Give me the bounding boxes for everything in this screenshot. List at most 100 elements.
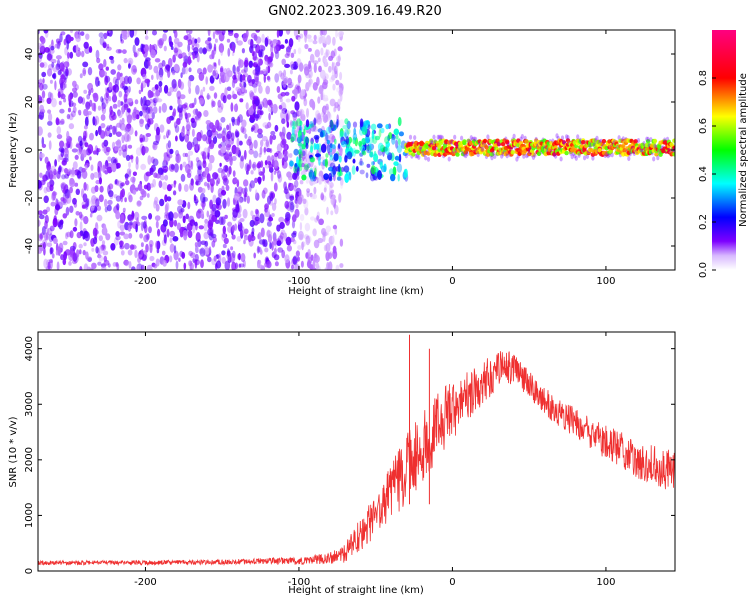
spectrogram-cell <box>233 103 239 113</box>
colorbar: 0.0 0.2 0.4 0.6 0.8 Normalized spectral ampl… <box>698 30 749 278</box>
spectrogram-cell <box>309 145 314 154</box>
spectrogram-cell <box>112 103 118 109</box>
spectrogram-cell <box>186 120 191 131</box>
spectrogram-cell <box>352 121 358 128</box>
spectrogram-cell <box>203 223 208 232</box>
spectrogram-cell <box>273 170 277 175</box>
spectrogram-cell <box>201 187 206 194</box>
spectrogram-cell <box>255 30 261 33</box>
spectrogram-cell <box>290 52 295 58</box>
spectrogram-cell <box>94 115 100 126</box>
spectrogram-cell <box>334 138 337 145</box>
spectrogram-cell <box>188 67 192 73</box>
spectrogram-cell <box>240 125 245 133</box>
spectrogram-cell <box>242 32 248 43</box>
spectrogram-cell <box>163 84 169 94</box>
spectrogram-cell <box>50 165 56 172</box>
spectrogram-cell <box>200 240 207 246</box>
spectrogram-cell <box>293 185 297 192</box>
spectrogram-cell <box>97 254 102 259</box>
spectrogram-cell <box>462 139 467 144</box>
spectrogram-cell <box>46 97 52 105</box>
spectrogram-cell <box>397 173 400 182</box>
spectrogram-cell <box>194 221 198 227</box>
spectrogram-cell <box>304 43 309 50</box>
spectrogram-cell <box>310 216 315 221</box>
spectrogram-cell <box>203 181 208 187</box>
spectrogram-cell <box>91 262 97 269</box>
spectrogram-cell <box>206 93 210 100</box>
spectrogram-cell <box>531 152 536 157</box>
spectrogram-cell <box>205 76 208 85</box>
spectrogram-cell <box>195 143 199 151</box>
spectrogram-cell <box>65 194 72 204</box>
spectrogram-cell <box>270 171 274 182</box>
spectrogram-cell <box>291 95 296 102</box>
spectrogram-cell <box>42 78 45 84</box>
spectrogram-cell <box>299 33 304 39</box>
spectrogram-cell <box>62 240 68 246</box>
snr-frame <box>37 331 676 572</box>
spectrogram-cell <box>211 50 215 59</box>
spectrogram-cell <box>297 196 303 205</box>
spectrogram-cell <box>230 246 234 251</box>
spectrogram-cell <box>289 203 295 213</box>
spectrogram-cell <box>38 219 41 227</box>
spectrogram-cell <box>79 73 83 79</box>
spectrogram-cell <box>291 232 297 238</box>
spectrogram-cell <box>68 188 72 199</box>
spectrogram-cell <box>145 243 149 253</box>
spectrogram-cell <box>194 116 198 124</box>
spectrogram-cell <box>194 115 201 120</box>
spectrogram-cell <box>195 245 199 254</box>
spectrogram-cell <box>294 180 299 188</box>
spectrogram-cell <box>63 38 67 46</box>
spectrogram-cell <box>72 91 78 98</box>
spectrogram-cell <box>384 145 390 155</box>
spectrogram-cell <box>98 32 104 38</box>
spectrogram-cell <box>125 88 130 95</box>
spectrogram-cell <box>266 221 272 227</box>
spectrogram-cell <box>251 164 256 169</box>
spectrogram-cell <box>145 123 150 130</box>
spectrogram-cell <box>72 226 78 232</box>
spectrogram-cell <box>83 108 89 117</box>
spectrogram-cell <box>221 30 226 36</box>
spectrogram-cell <box>108 190 114 198</box>
spectrogram-cell <box>206 129 213 138</box>
spectrogram-cell <box>561 140 567 145</box>
spectrogram-cell <box>179 163 183 171</box>
spectrogram-cell <box>318 65 322 73</box>
spectrogram-cell <box>627 156 631 162</box>
spectrogram-cell <box>113 237 119 246</box>
spectrogram-cell <box>115 210 121 220</box>
spectrogram-cell <box>274 73 280 83</box>
spectrogram-cell <box>296 166 300 177</box>
spectrogram-cell <box>63 97 67 103</box>
spectrogram-cell <box>226 248 230 257</box>
spectrogram-cell <box>289 119 293 128</box>
spectrogram-cell <box>239 159 244 169</box>
spectrogram-cell <box>140 188 145 195</box>
y-tick-label: 20 <box>24 96 35 109</box>
spectrogram-cell <box>387 152 393 161</box>
spectrogram-cell <box>42 241 46 250</box>
spectrogram-cell <box>105 159 109 167</box>
spectrogram-cell <box>239 156 244 162</box>
spectrogram-cell <box>520 134 525 139</box>
spectrogram-cell <box>184 112 188 120</box>
spectrogram-cell <box>72 260 77 265</box>
spectrogram-cell <box>652 138 658 144</box>
spectrogram-cell <box>291 264 294 270</box>
spectrogram-cell <box>588 144 592 150</box>
spectrogram-cell <box>153 65 159 74</box>
spectrogram-cell <box>54 204 61 211</box>
spectrogram-cell <box>236 66 240 74</box>
spectrogram-cell <box>97 80 101 86</box>
spectrogram-cell <box>279 44 285 49</box>
spectrogram-cell <box>323 173 329 181</box>
spectrogram-cell <box>291 126 295 136</box>
spectrogram-cell <box>221 256 226 264</box>
spectrogram-ylabel: Frequency (Hz) <box>8 112 19 188</box>
spectrogram-cell <box>92 92 99 103</box>
